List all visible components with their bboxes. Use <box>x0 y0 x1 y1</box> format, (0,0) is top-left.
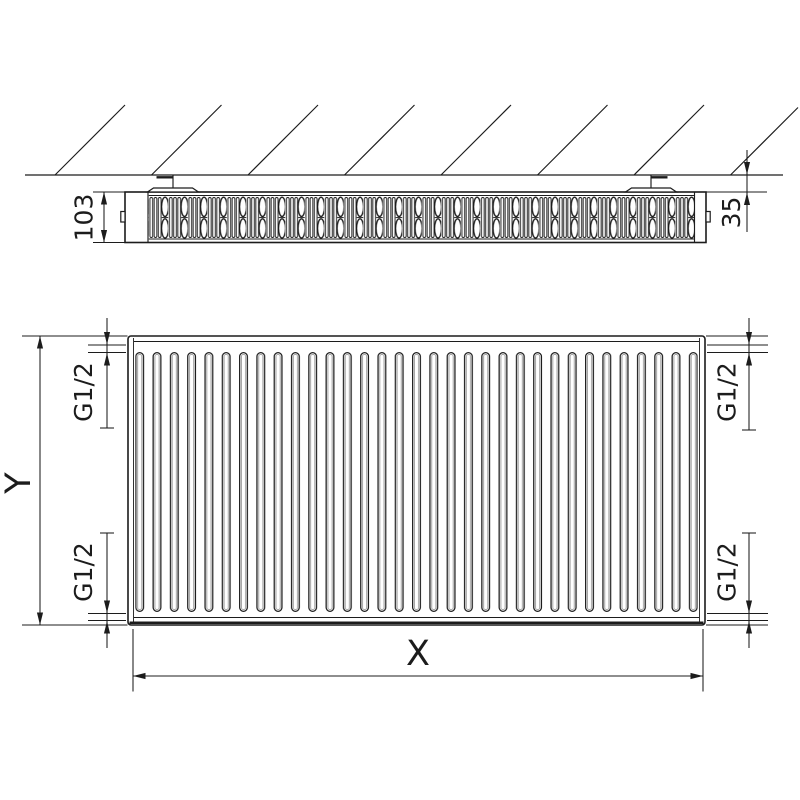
depth-dimension-label: 103 <box>70 194 99 242</box>
radiator-front-view <box>127 335 706 626</box>
connection-label-top-right: G1/2 <box>713 362 742 422</box>
height-dimension-label: Y <box>0 472 39 495</box>
dimension-connection-bottom-left: G1/2 <box>69 532 126 648</box>
dimension-connection-top-right: G1/2 <box>706 318 768 431</box>
connection-label-bottom-left: G1/2 <box>69 542 98 602</box>
dimension-connection-top-left: G1/2 <box>69 318 126 429</box>
mounting-bracket-right <box>623 175 679 193</box>
connection-stub-left <box>120 210 126 223</box>
dimension-height: Y <box>0 335 128 626</box>
convector-fins <box>148 196 695 239</box>
connection-stub-right <box>705 210 711 223</box>
wall-section <box>25 104 799 176</box>
width-dimension-label: X <box>406 634 430 674</box>
connection-label-top-left: G1/2 <box>69 362 98 422</box>
dimension-depth: 103 <box>70 191 125 244</box>
panel-corrugations <box>135 352 698 612</box>
connection-label-bottom-right: G1/2 <box>713 542 742 602</box>
radiator-top-view <box>120 191 711 244</box>
dimension-connection-bottom-right: G1/2 <box>706 532 768 648</box>
mounting-bracket-left <box>145 175 201 193</box>
dimension-width: X <box>132 629 704 692</box>
wall-gap-dimension-label: 35 <box>717 197 746 229</box>
dimension-wall-gap: 35 <box>706 150 767 232</box>
wall-hatching <box>54 104 799 176</box>
